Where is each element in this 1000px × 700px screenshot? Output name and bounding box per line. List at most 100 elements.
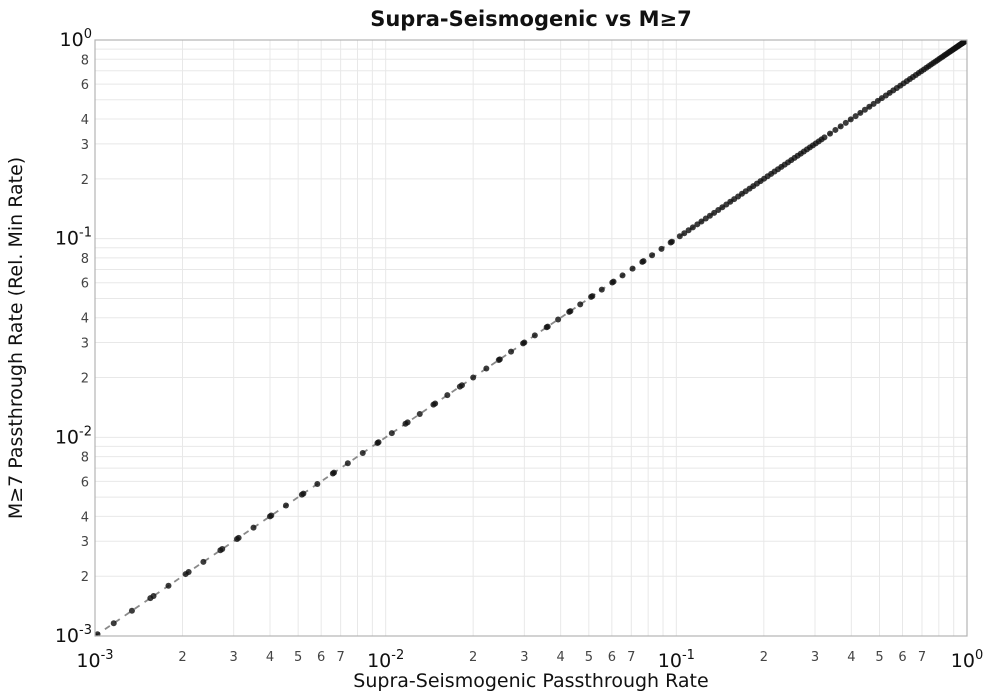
x-major-tick-label: 10-3 xyxy=(76,648,113,672)
data-point xyxy=(555,316,562,323)
data-point xyxy=(344,460,351,467)
data-point xyxy=(531,332,538,339)
y-minor-tick-label: 8 xyxy=(81,252,89,267)
data-point xyxy=(110,620,117,627)
y-major-tick-label: 10-3 xyxy=(55,623,92,647)
x-minor-tick-label: 4 xyxy=(557,650,565,665)
gridlines xyxy=(94,39,968,637)
data-point xyxy=(826,130,833,137)
data-point xyxy=(676,233,683,240)
data-point xyxy=(185,568,192,575)
x-minor-tick-label: 6 xyxy=(898,650,906,665)
data-point xyxy=(619,272,626,279)
x-major-tick-label: 10-1 xyxy=(658,648,695,672)
data-point xyxy=(544,323,551,330)
data-point xyxy=(150,592,157,599)
y-axis-tick-labels: 10-3 10-2 10-1 100 2 3 4 6 8 2 3 4 6 8 2 3 4 6 8 xyxy=(55,27,92,647)
x-minor-tick-label: 5 xyxy=(875,650,883,665)
data-point xyxy=(685,227,692,234)
y-minor-tick-label: 4 xyxy=(81,113,89,128)
data-point xyxy=(964,40,967,43)
data-point xyxy=(668,238,675,245)
data-point xyxy=(314,481,321,488)
y-minor-tick-label: 6 xyxy=(81,277,89,292)
data-point xyxy=(689,224,696,231)
data-point xyxy=(598,286,605,293)
data-point xyxy=(857,109,864,116)
y-minor-tick-label: 8 xyxy=(81,53,89,68)
y-minor-tick-label: 4 xyxy=(81,312,89,327)
y-minor-tick-label: 3 xyxy=(81,337,89,352)
x-minor-tick-label: 7 xyxy=(627,650,635,665)
x-major-tick-label: 100 xyxy=(951,648,983,672)
data-point xyxy=(268,512,275,519)
data-point xyxy=(698,218,705,225)
data-point xyxy=(681,230,688,237)
y-minor-tick-label: 3 xyxy=(81,138,89,153)
x-minor-tick-label: 3 xyxy=(811,650,819,665)
y-major-tick-label: 100 xyxy=(60,27,92,51)
y-minor-tick-label: 2 xyxy=(81,372,89,387)
data-point xyxy=(416,411,423,418)
x-minor-tick-label: 4 xyxy=(266,650,274,665)
data-point xyxy=(388,430,395,437)
x-minor-tick-label: 7 xyxy=(918,650,926,665)
x-minor-tick-label: 2 xyxy=(760,650,768,665)
data-point xyxy=(483,365,490,372)
y-minor-tick-label: 2 xyxy=(81,173,89,188)
y-minor-tick-label: 6 xyxy=(81,475,89,490)
data-point xyxy=(870,100,877,107)
x-minor-tick-label: 3 xyxy=(520,650,528,665)
data-point xyxy=(837,123,844,130)
data-point xyxy=(658,245,665,252)
data-point xyxy=(458,382,465,389)
data-point xyxy=(852,113,859,120)
data-point xyxy=(567,308,574,315)
y-major-tick-label: 10-1 xyxy=(55,226,92,250)
data-point xyxy=(359,449,366,456)
data-point xyxy=(235,534,242,541)
x-minor-tick-label: 4 xyxy=(847,650,855,665)
data-point xyxy=(128,607,135,614)
data-point xyxy=(589,293,596,300)
data-point xyxy=(250,524,257,531)
x-minor-tick-label: 6 xyxy=(317,650,325,665)
data-point xyxy=(577,301,584,308)
x-minor-tick-label: 2 xyxy=(178,650,186,665)
data-point xyxy=(842,119,849,126)
x-minor-tick-label: 7 xyxy=(337,650,345,665)
data-point xyxy=(496,356,503,363)
y-axis-title: M≥7 Passthrough Rate (Rel. Min Rate) xyxy=(5,157,27,519)
data-point xyxy=(165,582,172,589)
x-axis-title: Supra-Seismogenic Passthrough Rate xyxy=(353,670,708,692)
plot-frame xyxy=(94,39,968,637)
data-point xyxy=(832,126,839,133)
y-minor-tick-label: 2 xyxy=(81,570,89,585)
x-minor-tick-label: 2 xyxy=(469,650,477,665)
data-point xyxy=(706,212,713,219)
data-point xyxy=(521,339,528,346)
data-points xyxy=(95,40,967,636)
y-major-tick-label: 10-2 xyxy=(55,424,92,448)
data-point xyxy=(640,258,647,265)
data-point xyxy=(861,106,868,113)
data-point xyxy=(847,116,854,123)
x-major-tick-label: 10-2 xyxy=(367,648,404,672)
y-minor-tick-label: 3 xyxy=(81,535,89,550)
data-point xyxy=(375,439,382,446)
x-minor-tick-label: 5 xyxy=(585,650,593,665)
data-point xyxy=(866,103,873,110)
data-point xyxy=(629,265,636,272)
y-minor-tick-label: 6 xyxy=(81,78,89,93)
data-point xyxy=(821,134,828,141)
y-minor-tick-label: 8 xyxy=(81,451,89,466)
y-minor-tick-label: 4 xyxy=(81,510,89,525)
data-point xyxy=(404,419,411,426)
chart-title: Supra-Seismogenic vs M≥7 xyxy=(370,7,692,31)
data-point xyxy=(300,490,307,497)
x-minor-tick-label: 6 xyxy=(608,650,616,665)
data-point xyxy=(649,252,656,259)
